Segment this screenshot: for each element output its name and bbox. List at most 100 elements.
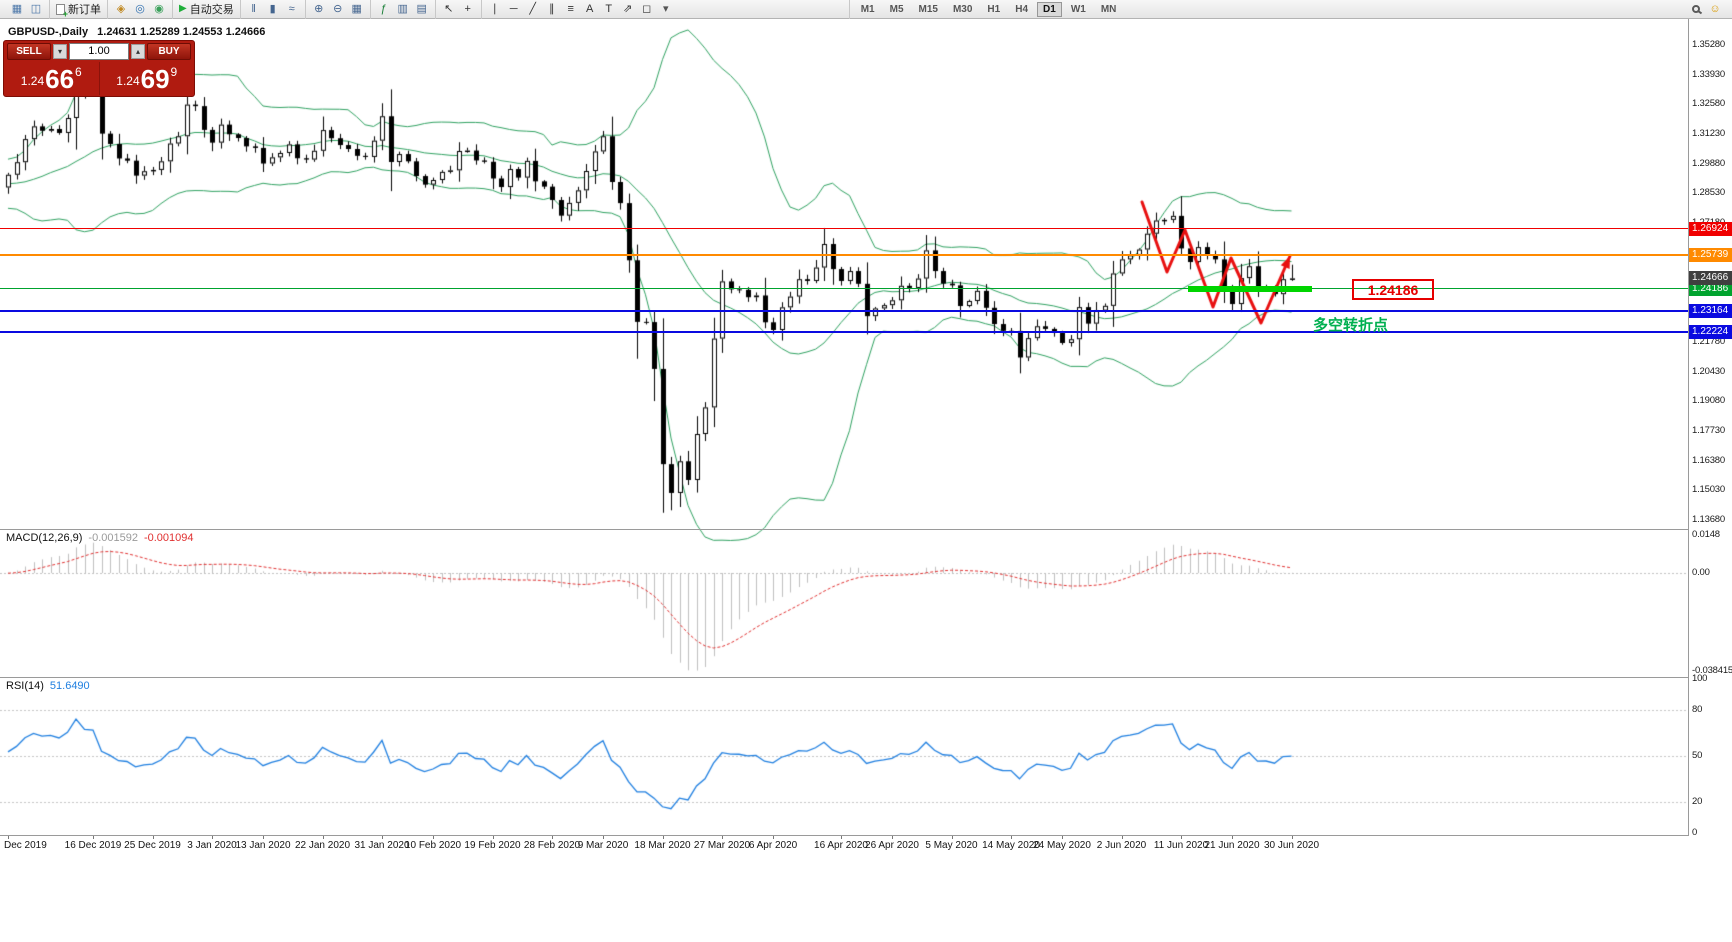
timeframe-mn[interactable]: MN — [1100, 3, 1117, 15]
time-tick — [1062, 836, 1063, 839]
periods-icon[interactable]: ▥ — [394, 1, 412, 17]
fibonacci-icon[interactable]: ≡ — [562, 1, 580, 17]
pivot-annotation-text[interactable]: 多空转折点 — [1313, 317, 1389, 334]
candlestick-chart-icon[interactable]: ▮ — [264, 1, 282, 17]
buy-button[interactable]: BUY — [147, 43, 191, 60]
toolbar-group: ‖ ▮ ≈ — [239, 0, 305, 19]
text-icon[interactable]: A — [581, 1, 599, 17]
volume-input[interactable]: 1.00 — [69, 43, 129, 60]
toolbar-group: ◈ ◎ ◉ — [107, 0, 172, 19]
buy-price[interactable]: 1.24 69 9 — [100, 62, 195, 95]
timeframe-w1[interactable]: W1 — [1070, 3, 1086, 15]
volume-increase-button[interactable]: ▴ — [131, 44, 145, 59]
volume-decrease-button[interactable]: ▾ — [53, 44, 67, 59]
price-scale-label: 1.16380 — [1692, 454, 1725, 466]
candlestick-chart-icon: ▮ — [269, 2, 276, 15]
toolbar-group: ⊕ ⊖ ▦ — [304, 0, 370, 19]
timeframe-h1[interactable]: H1 — [987, 3, 1001, 15]
one-click-divider — [98, 62, 100, 95]
signals-icon[interactable]: ◉ — [150, 1, 168, 17]
toolbar-group: 新订单 — [49, 0, 107, 19]
chart-profiles-icon[interactable]: ◫ — [27, 1, 45, 17]
macd-panel-separator[interactable] — [0, 529, 1732, 530]
more-tools-caret-icon: ▾ — [662, 2, 669, 15]
time-tick — [1121, 836, 1123, 839]
horizontal-line-1.25739[interactable] — [0, 253, 1688, 256]
tile-windows-icon: ▦ — [351, 2, 362, 15]
line-chart-icon[interactable]: ≈ — [283, 1, 301, 17]
time-tick — [8, 836, 9, 839]
date-label: 11 Jun 2020 — [1153, 840, 1209, 851]
text-icon: A — [586, 2, 594, 15]
date-label: 2 Jun 2020 — [1096, 840, 1147, 851]
date-label: 13 Jan 2020 — [235, 840, 291, 851]
sell-price[interactable]: 1.24 66 6 — [4, 62, 99, 95]
timeframe-m15[interactable]: M15 — [918, 3, 938, 15]
toolbar-group: ∣ ─ ╱ ∥ ≡ A T ⇗ ◻ ▾ — [480, 0, 679, 19]
zoom-in-icon[interactable]: ⊕ — [310, 1, 328, 17]
price-scale-label: 1.29880 — [1692, 157, 1725, 169]
new-chart-icon[interactable]: ▦ — [8, 1, 26, 17]
label-icon[interactable]: T — [600, 1, 618, 17]
crosshair-icon[interactable]: + — [459, 1, 477, 17]
date-label: 9 Mar 2020 — [577, 840, 629, 851]
date-label: 19 Feb 2020 — [464, 840, 521, 851]
horizontal-line-icon[interactable]: ─ — [505, 1, 523, 17]
time-tick — [382, 836, 383, 839]
channel-icon[interactable]: ∥ — [543, 1, 561, 17]
macd-scale-label: -0.038415 — [1692, 664, 1732, 676]
date-label: 10 Feb 2020 — [404, 840, 462, 851]
time-tick — [1232, 836, 1233, 839]
bar-chart-icon[interactable]: ‖ — [245, 1, 263, 17]
sell-button[interactable]: SELL — [7, 43, 51, 60]
time-tick — [263, 836, 264, 839]
time-axis: Dec 2019 16 Dec 2019 25 Dec 2019 3 Jan 2020… — [0, 836, 1688, 856]
autotrading-button[interactable]: ▶ 自动交易 — [177, 1, 236, 17]
vertical-line-icon: ∣ — [491, 2, 498, 15]
community-icon[interactable]: ☺ — [1706, 1, 1724, 17]
time-tick — [1181, 836, 1182, 839]
price-tag-1.24666: 1.24666 — [1689, 271, 1732, 286]
time-tick — [433, 836, 434, 839]
timeframe-d1[interactable]: D1 — [1037, 1, 1062, 17]
support-highlight-line[interactable] — [1188, 285, 1312, 292]
tile-windows-icon[interactable]: ▦ — [348, 1, 366, 17]
vertical-line-icon[interactable]: ∣ — [486, 1, 504, 17]
date-label: 30 Jun 2020 — [1263, 840, 1320, 851]
mql5-icon[interactable]: ◈ — [112, 1, 130, 17]
zoom-out-icon[interactable]: ⊖ — [329, 1, 347, 17]
horizontal-line-1.23164[interactable] — [0, 310, 1688, 313]
trendline-icon: ╱ — [529, 2, 537, 15]
label-icon: T — [605, 2, 613, 15]
price-scale-label: 1.31230 — [1692, 128, 1725, 140]
trendline-icon[interactable]: ╱ — [524, 1, 542, 17]
price-level-callout[interactable]: 1.24186 — [1352, 279, 1434, 300]
more-tools-caret-icon[interactable]: ▾ — [657, 1, 675, 17]
timeframe-m1[interactable]: M1 — [860, 3, 875, 15]
toolbar-group: ↖ + — [434, 0, 481, 19]
horizontal-line-1.22224[interactable] — [0, 331, 1688, 334]
market-icon[interactable]: ◎ — [131, 1, 149, 17]
horizontal-line-1.24186[interactable] — [0, 288, 1688, 290]
timeframe-m30[interactable]: M30 — [952, 3, 973, 15]
horizontal-line-1.26924[interactable] — [0, 228, 1688, 230]
rsi-name: RSI(14) — [6, 680, 44, 692]
rsi-panel-separator[interactable] — [0, 677, 1732, 678]
search-icon[interactable] — [1687, 1, 1705, 17]
shapes-icon[interactable]: ◻ — [638, 1, 656, 17]
crosshair-icon: + — [464, 2, 471, 15]
price-scale: 1.35280 1.33930 1.32580 1.31230 1.29880 1.285… — [1689, 19, 1732, 836]
time-axis-separator — [0, 835, 1732, 836]
time-tick — [1011, 836, 1012, 839]
cursor-icon[interactable]: ↖ — [440, 1, 458, 17]
timeframe-h4[interactable]: H4 — [1015, 3, 1029, 15]
indicators-icon[interactable]: ƒ — [375, 1, 393, 17]
arrows-icon[interactable]: ⇗ — [619, 1, 637, 17]
templates-icon[interactable]: ▤ — [413, 1, 431, 17]
timeframe-m5[interactable]: M5 — [889, 3, 904, 15]
mql5-icon: ◈ — [116, 2, 126, 15]
new-order-button[interactable]: 新订单 — [54, 1, 103, 19]
channel-icon: ∥ — [548, 2, 555, 15]
